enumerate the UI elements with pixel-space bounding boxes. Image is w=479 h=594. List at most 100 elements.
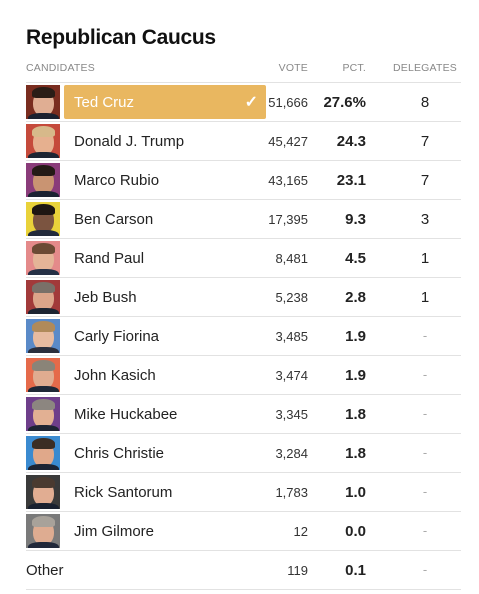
candidate-photo — [26, 202, 60, 236]
header-vote: VOTE — [278, 62, 308, 74]
table-row[interactable]: Other 119 0.1 - — [26, 551, 461, 590]
candidate-photo — [26, 397, 60, 431]
photo-suit — [28, 464, 59, 470]
vote-count: 17,395 — [268, 212, 308, 227]
photo-suit — [28, 230, 59, 236]
name-cell: Ben Carson — [64, 202, 266, 236]
photo-hair — [32, 516, 55, 527]
table-row[interactable]: Ben Carson 17,395 9.3 3 — [26, 200, 461, 239]
candidate-name: Mike Huckabee — [74, 406, 178, 423]
vote-count: 5,238 — [275, 290, 308, 305]
name-cell: Other — [26, 553, 228, 587]
vote-percent: 1.8 — [345, 406, 366, 423]
table-row[interactable]: Rick Santorum 1,783 1.0 - — [26, 473, 461, 512]
delegate-count: 7 — [420, 172, 430, 189]
vote-count: 1,783 — [275, 485, 308, 500]
candidate-name: Chris Christie — [74, 445, 165, 462]
photo-hair — [32, 477, 55, 488]
results-table: Ted Cruz ✓ 51,666 27.6% 8 Donald J. Trump 45,4… — [26, 82, 461, 590]
photo-suit — [28, 542, 59, 548]
delegate-count: - — [422, 406, 428, 421]
table-row[interactable]: Jim Gilmore 12 0.0 - — [26, 512, 461, 551]
name-cell: Carly Fiorina — [64, 319, 266, 353]
photo-hair — [32, 399, 55, 410]
photo-hair — [32, 165, 55, 176]
name-cell: Mike Huckabee — [64, 397, 266, 431]
delegate-count: 1 — [420, 250, 430, 267]
table-row[interactable]: Carly Fiorina 3,485 1.9 - — [26, 317, 461, 356]
candidate-name: John Kasich — [74, 367, 156, 384]
delegate-count: - — [422, 484, 428, 499]
delegate-count: - — [422, 328, 428, 343]
candidate-photo — [26, 319, 60, 353]
photo-hair — [32, 204, 55, 215]
candidate-name: Rand Paul — [74, 250, 145, 267]
vote-count: 3,284 — [275, 446, 308, 461]
candidate-photo — [26, 241, 60, 275]
name-cell: Rand Paul — [64, 241, 266, 275]
vote-count: 119 — [287, 563, 308, 578]
delegate-count: 3 — [420, 211, 430, 228]
photo-suit — [28, 347, 59, 353]
photo-suit — [28, 503, 59, 509]
table-row[interactable]: Jeb Bush 5,238 2.8 1 — [26, 278, 461, 317]
table-row[interactable]: John Kasich 3,474 1.9 - — [26, 356, 461, 395]
candidate-name: Marco Rubio — [74, 172, 160, 189]
vote-percent: 0.1 — [345, 562, 366, 579]
candidate-name: Donald J. Trump — [74, 133, 185, 150]
photo-hair — [32, 438, 55, 449]
photo-hair — [32, 87, 55, 98]
table-row[interactable]: Rand Paul 8,481 4.5 1 — [26, 239, 461, 278]
photo-suit — [28, 308, 59, 314]
delegate-count: 8 — [420, 94, 430, 111]
name-cell: John Kasich — [64, 358, 266, 392]
vote-percent: 23.1 — [336, 172, 366, 189]
photo-suit — [28, 191, 59, 197]
delegate-count: - — [422, 523, 428, 538]
checkmark-icon: ✓ — [244, 94, 258, 111]
vote-percent: 1.9 — [345, 328, 366, 345]
vote-percent: 24.3 — [336, 133, 366, 150]
delegate-count: - — [422, 562, 428, 577]
photo-suit — [28, 386, 59, 392]
table-row[interactable]: Ted Cruz ✓ 51,666 27.6% 8 — [26, 82, 461, 122]
photo-suit — [28, 269, 59, 275]
vote-percent: 0.0 — [345, 523, 366, 540]
vote-count: 45,427 — [268, 134, 308, 149]
candidate-name: Ben Carson — [74, 211, 154, 228]
vote-percent: 1.0 — [345, 484, 366, 501]
vote-count: 3,345 — [275, 407, 308, 422]
photo-suit — [28, 425, 59, 431]
name-cell: Chris Christie — [64, 436, 266, 470]
photo-suit — [28, 152, 59, 158]
candidate-name: Other — [26, 562, 64, 579]
candidate-photo — [26, 514, 60, 548]
candidate-photo — [26, 163, 60, 197]
candidate-photo — [26, 358, 60, 392]
delegate-count: 7 — [420, 133, 430, 150]
candidate-name: Ted Cruz — [74, 94, 135, 111]
vote-count: 43,165 — [268, 173, 308, 188]
header-candidates: CANDIDATES — [26, 62, 95, 74]
candidate-photo — [26, 436, 60, 470]
vote-count: 12 — [293, 524, 308, 539]
name-cell: Rick Santorum — [64, 475, 266, 509]
vote-count: 8,481 — [275, 251, 308, 266]
photo-hair — [32, 282, 55, 293]
vote-percent: 27.6% — [323, 94, 366, 111]
table-row[interactable]: Mike Huckabee 3,345 1.8 - — [26, 395, 461, 434]
photo-hair — [32, 360, 55, 371]
candidate-name: Jim Gilmore — [74, 523, 155, 540]
vote-percent: 9.3 — [345, 211, 366, 228]
candidate-name: Jeb Bush — [74, 289, 137, 306]
vote-count: 3,474 — [275, 368, 308, 383]
vote-percent: 2.8 — [345, 289, 366, 306]
table-row[interactable]: Marco Rubio 43,165 23.1 7 — [26, 161, 461, 200]
table-row[interactable]: Chris Christie 3,284 1.8 - — [26, 434, 461, 473]
candidate-name: Rick Santorum — [74, 484, 173, 501]
vote-count: 3,485 — [275, 329, 308, 344]
delegate-count: - — [422, 445, 428, 460]
vote-percent: 1.9 — [345, 367, 366, 384]
vote-count: 51,666 — [268, 95, 308, 110]
table-row[interactable]: Donald J. Trump 45,427 24.3 7 — [26, 122, 461, 161]
